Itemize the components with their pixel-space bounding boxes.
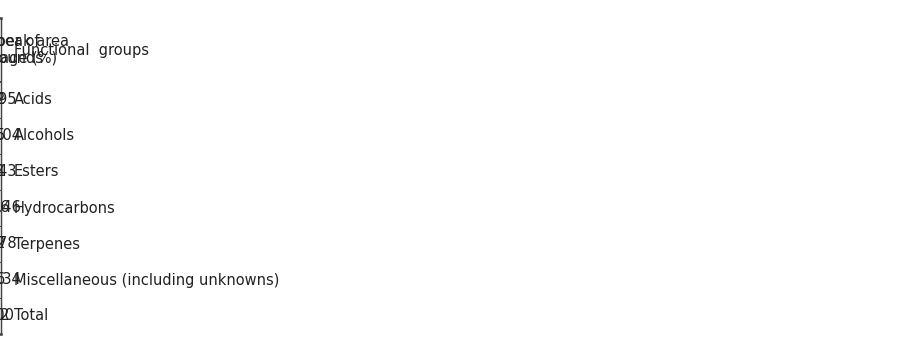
Text: Acids: Acids [13,93,52,108]
Text: 6: 6 [0,272,5,288]
Text: Hydrocarbons: Hydrocarbons [13,201,115,215]
Text: 6.95: 6.95 [0,93,17,108]
Text: Alcohols: Alcohols [13,128,75,144]
Text: 2: 2 [0,93,5,108]
Text: 32: 32 [0,308,10,323]
Text: 2: 2 [0,237,5,252]
Text: Esters: Esters [13,164,59,179]
Text: 50.46: 50.46 [0,201,22,215]
Text: Miscellaneous (including unknowns): Miscellaneous (including unknowns) [13,272,279,288]
Text: 16: 16 [0,201,10,215]
Text: 2.43: 2.43 [0,164,17,179]
Text: Terpenes: Terpenes [13,237,79,252]
Text: Number of
compounds: Number of compounds [0,34,43,66]
Text: 5: 5 [0,128,5,144]
Text: Relative peak area
percentage (%): Relative peak area percentage (%) [0,34,69,66]
Text: 1: 1 [0,164,5,179]
Text: 21.34: 21.34 [0,272,22,288]
Text: Total: Total [13,308,48,323]
Text: Functional  groups: Functional groups [13,42,148,58]
Text: 1.78: 1.78 [0,237,17,252]
Text: 17.04: 17.04 [0,128,22,144]
Text: 100: 100 [0,308,14,323]
